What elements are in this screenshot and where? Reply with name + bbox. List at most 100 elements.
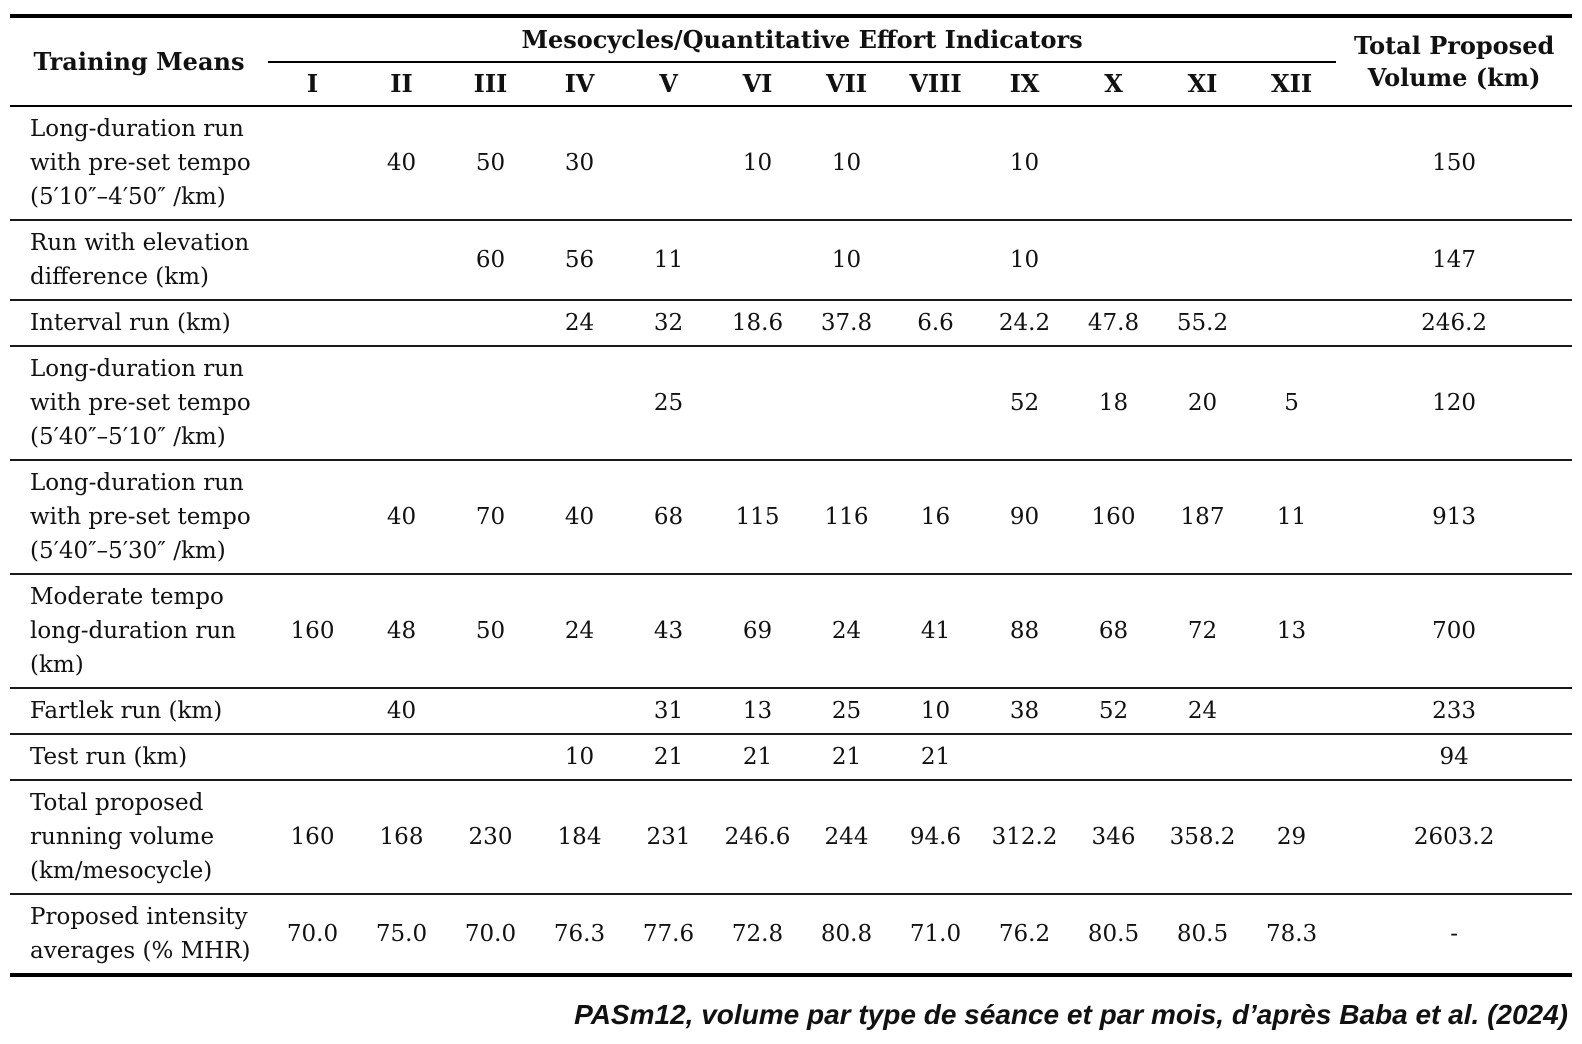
mesocycle-column-header: XII xyxy=(1247,62,1337,107)
table-cell: 24 xyxy=(802,574,891,689)
table-cell xyxy=(713,220,802,301)
table-cell: 24.2 xyxy=(980,300,1069,347)
row-total: - xyxy=(1450,921,1458,947)
row-label: Interval run (km) xyxy=(10,300,268,347)
mesocycle-column-header: III xyxy=(446,62,535,107)
row-total: 147 xyxy=(1336,220,1573,301)
table-cell xyxy=(1247,300,1337,347)
table-cell xyxy=(891,220,980,301)
table-row: Run with elevation difference (km) 60 56… xyxy=(10,220,1573,301)
row-total: 913 xyxy=(1336,460,1573,575)
table-cell: 40 xyxy=(535,460,624,575)
table-cell xyxy=(357,346,446,461)
table-cell: 10 xyxy=(980,220,1069,301)
table-cell xyxy=(446,300,535,347)
table-row: Long-duration run with pre-set tempo (5′… xyxy=(10,460,1573,575)
table-cell: 71.0 xyxy=(909,921,962,947)
table-cell: 358.2 xyxy=(1158,780,1247,895)
table-cell: 231 xyxy=(624,780,713,895)
row-total: 246.2 xyxy=(1336,300,1573,347)
table-cell xyxy=(891,106,980,221)
table-row: Long-duration run with pre-set tempo (5′… xyxy=(10,106,1573,221)
row-label: Long-duration run with pre-set tempo (5′… xyxy=(10,106,268,221)
table-cell: 6.6 xyxy=(891,300,980,347)
table-cell: 20 xyxy=(1158,346,1247,461)
table-header: Training Means Mesocycles/Quantitative E… xyxy=(10,16,1573,107)
table-cell: 30 xyxy=(535,106,624,221)
table-cell: 11 xyxy=(624,220,713,301)
mesocycle-column-header: II xyxy=(357,62,446,107)
table-cell xyxy=(535,688,624,735)
row-label: Fartlek run (km) xyxy=(10,688,268,735)
training-volume-table: Training Means Mesocycles/Quantitative E… xyxy=(10,14,1573,977)
row-label: Proposed intensity averages (% MHR) xyxy=(30,904,251,964)
table-cell xyxy=(1158,106,1247,221)
table-cell: 24 xyxy=(1158,688,1247,735)
table-cell: 246.6 xyxy=(713,780,802,895)
table-cell: 72.8 xyxy=(731,921,784,947)
row-total: 233 xyxy=(1336,688,1573,735)
table-cell: 18.6 xyxy=(713,300,802,347)
table-cell xyxy=(1069,220,1158,301)
mesocycle-column-header: XI xyxy=(1158,62,1247,107)
table-cell: 184 xyxy=(535,780,624,895)
table-cell: 55.2 xyxy=(1158,300,1247,347)
row-total: 2603.2 xyxy=(1336,780,1573,895)
total-proposed-volume-header: Total Proposed Volume (km) xyxy=(1336,16,1573,107)
mesocycle-column-header: VIII xyxy=(891,62,980,107)
table-cell: 56 xyxy=(535,220,624,301)
table-cell xyxy=(1247,106,1337,221)
mesocycle-column-header: X xyxy=(1069,62,1158,107)
table-cell: 10 xyxy=(980,106,1069,221)
row-total: 700 xyxy=(1336,574,1573,689)
table-cell: 10 xyxy=(802,220,891,301)
table-cell: 230 xyxy=(446,780,535,895)
table-cell: 346 xyxy=(1069,780,1158,895)
mesocycle-column-header: I xyxy=(268,62,357,107)
table-cell: 10 xyxy=(891,688,980,735)
table-cell xyxy=(1069,106,1158,221)
table-cell: 94.6 xyxy=(891,780,980,895)
table-cell: 31 xyxy=(624,688,713,735)
table-cell xyxy=(446,734,535,781)
table-cell xyxy=(1247,220,1337,301)
table-cell: 25 xyxy=(802,688,891,735)
table-cell: 160 xyxy=(268,574,357,689)
table-cell: 78.3 xyxy=(1265,921,1318,947)
table-cell: 48 xyxy=(357,574,446,689)
table-row: Interval run (km) 24 32 18.6 37.8 6.6 24… xyxy=(10,300,1573,347)
table-cell xyxy=(268,734,357,781)
table-cell: 69 xyxy=(713,574,802,689)
table-cell: 75.0 xyxy=(375,921,428,947)
table-cell: 60 xyxy=(446,220,535,301)
table-cell: 68 xyxy=(624,460,713,575)
table-cell: 10 xyxy=(713,106,802,221)
table-cell: 40 xyxy=(357,688,446,735)
table-cell: 50 xyxy=(446,106,535,221)
table-cell: 13 xyxy=(713,688,802,735)
table-cell: 32 xyxy=(624,300,713,347)
table-cell xyxy=(268,106,357,221)
table-row: Fartlek run (km) 40 31 13 25 10 38 52 24… xyxy=(10,688,1573,735)
row-label: Test run (km) xyxy=(10,734,268,781)
table-cell: 10 xyxy=(802,106,891,221)
table-row: Total proposed running volume (km/mesocy… xyxy=(10,780,1573,895)
row-total: 150 xyxy=(1336,106,1573,221)
table-cell xyxy=(713,346,802,461)
table-row: Test run (km) 10 21 21 21 21 94 xyxy=(10,734,1573,781)
table-cell: 40 xyxy=(357,460,446,575)
table-cell xyxy=(357,220,446,301)
table-cell: 168 xyxy=(357,780,446,895)
table-cell: 312.2 xyxy=(980,780,1069,895)
table-cell: 70.0 xyxy=(464,921,517,947)
mesocycle-column-header: VII xyxy=(802,62,891,107)
table-cell xyxy=(1158,734,1247,781)
row-label: Moderate tempo long-duration run (km) xyxy=(10,574,268,689)
table-cell: 43 xyxy=(624,574,713,689)
table-cell: 244 xyxy=(802,780,891,895)
table-cell: 88 xyxy=(980,574,1069,689)
table-cell xyxy=(268,220,357,301)
table-cell xyxy=(1247,688,1337,735)
table-cell: 80.5 xyxy=(1087,921,1140,947)
